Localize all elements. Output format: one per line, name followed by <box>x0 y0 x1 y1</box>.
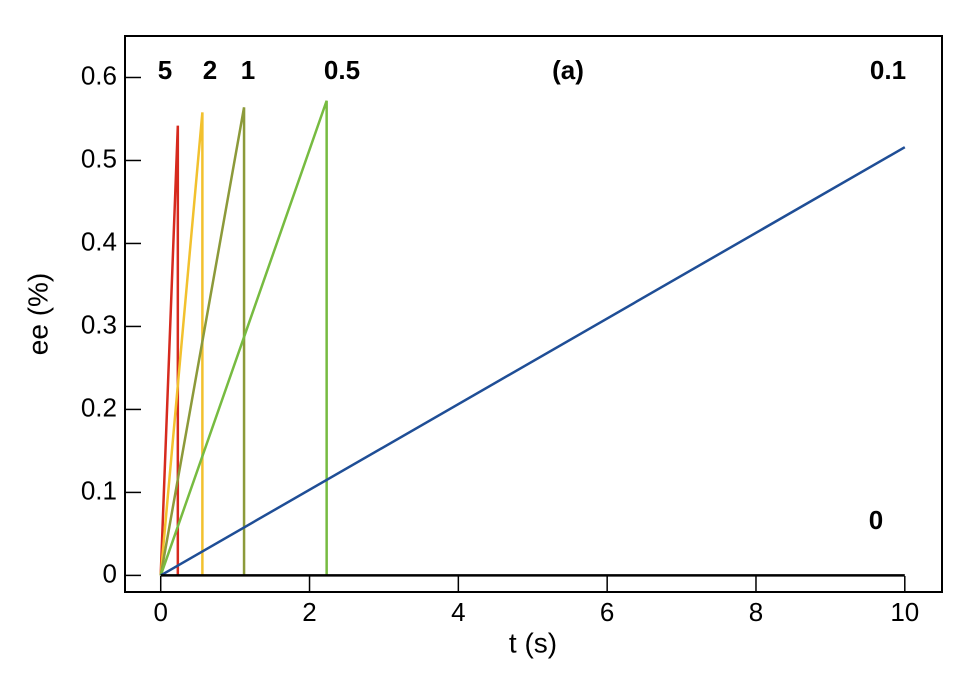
y-axis-label: ee (%) <box>22 273 53 355</box>
y-tick-label: 0.4 <box>81 226 117 256</box>
series-label: 1 <box>241 55 255 85</box>
y-tick-label: 0 <box>103 558 117 588</box>
x-axis-label: t (s) <box>509 627 557 658</box>
series-line <box>159 112 204 576</box>
x-tick-label: 2 <box>302 597 316 627</box>
x-tick-label: 4 <box>451 597 465 627</box>
y-tick-label: 0.1 <box>81 475 117 505</box>
chart-title: (a) <box>552 55 584 85</box>
series-line <box>160 146 906 577</box>
x-tick-label: 8 <box>749 597 763 627</box>
series-label: 0.1 <box>870 55 906 85</box>
series-label: 0.5 <box>324 55 360 85</box>
y-tick-label: 0.6 <box>81 60 117 90</box>
series-label: 0 <box>869 505 883 535</box>
y-tick-label: 0.5 <box>81 143 117 173</box>
series-label: 5 <box>158 55 172 85</box>
y-tick-label: 0.2 <box>81 392 117 422</box>
series-line <box>159 100 328 576</box>
plot-frame <box>124 35 943 593</box>
y-tick-label: 0.3 <box>81 309 117 339</box>
x-tick-label: 0 <box>153 597 167 627</box>
series-label: 2 <box>203 55 217 85</box>
series-line <box>159 107 246 576</box>
x-tick-label: 10 <box>890 597 919 627</box>
x-tick-label: 6 <box>600 597 614 627</box>
series-line <box>159 125 180 576</box>
